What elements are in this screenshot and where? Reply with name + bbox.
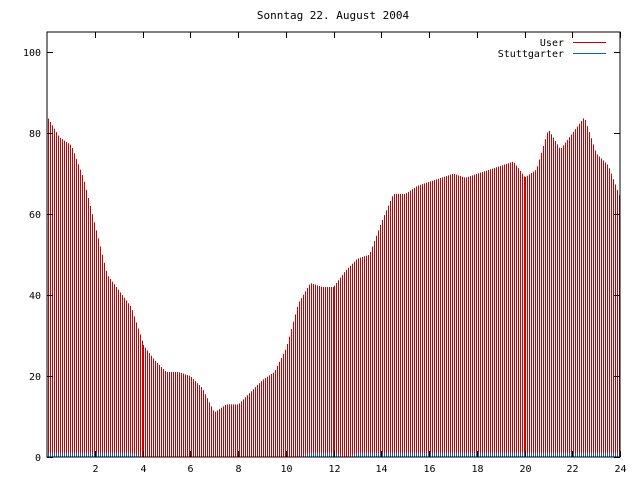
x-tick-label-12: 12 <box>328 464 340 475</box>
x-tick-label-8: 8 <box>235 464 241 475</box>
x-tick-label-10: 10 <box>280 464 292 475</box>
x-tick-label-18: 18 <box>471 464 483 475</box>
legend-label-stuttgarter: Stuttgarter <box>498 49 564 60</box>
y-tick-label-20: 20 <box>29 372 41 383</box>
x-tick-label-4: 4 <box>140 464 146 475</box>
x-tick-label-6: 6 <box>187 464 193 475</box>
plot-frame <box>46 31 621 458</box>
y-tick-label-60: 60 <box>29 210 41 221</box>
x-tick-label-2: 2 <box>92 464 98 475</box>
y-tick-label-80: 80 <box>29 129 41 140</box>
y-tick-label-40: 40 <box>29 291 41 302</box>
x-axis: 2 4 6 8 10 12 14 16 18 20 22 24 <box>92 32 627 475</box>
user-series <box>48 118 620 457</box>
y-tick-label-100: 100 <box>23 48 41 59</box>
y-tick-label-0: 0 <box>35 453 41 464</box>
x-tick-label-24: 24 <box>614 464 626 475</box>
x-tick-label-22: 22 <box>566 464 578 475</box>
legend-label-user: User <box>540 38 564 49</box>
stuttgarter-series <box>48 452 620 457</box>
legend: User Stuttgarter <box>498 38 606 60</box>
chart-title: Sonntag 22. August 2004 <box>257 9 410 22</box>
x-tick-label-14: 14 <box>375 464 387 475</box>
x-tick-label-20: 20 <box>519 464 531 475</box>
x-tick-label-16: 16 <box>423 464 435 475</box>
y-axis: 0 20 40 60 80 100 <box>23 48 620 464</box>
